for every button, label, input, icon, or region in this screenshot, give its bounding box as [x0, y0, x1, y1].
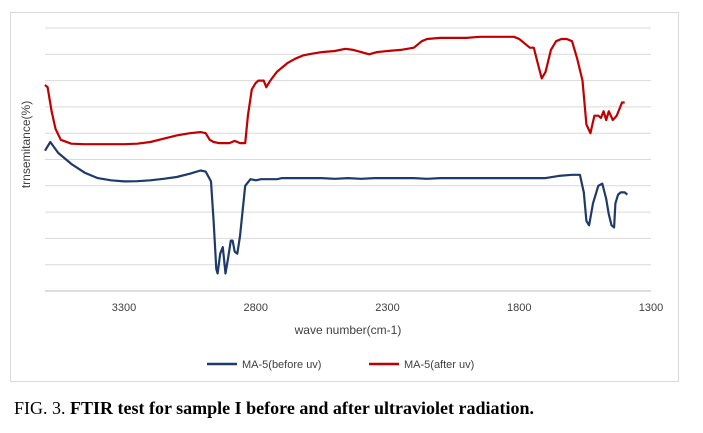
figure-caption: FIG. 3. FTIR test for sample I before an…: [14, 398, 534, 419]
series-line-before-uv: [44, 140, 629, 275]
legend-label-before-uv: MA-5(before uv): [242, 359, 321, 371]
legend-label-after-uv: MA-5(after uv): [404, 359, 474, 371]
series-lines: [44, 35, 629, 275]
x-tick-label: 3300: [112, 302, 136, 314]
y-axis-title: trnsemitance(%): [19, 101, 33, 188]
x-tick-label: 2800: [244, 302, 268, 314]
x-tick-label: 2300: [375, 302, 399, 314]
figure-caption-text: FTIR test for sample I before and after …: [70, 398, 534, 418]
x-axis-title: wave number(cm-1): [294, 323, 402, 337]
gridlines: [45, 27, 651, 266]
x-tick-label: 1300: [639, 302, 663, 314]
x-tick-labels: 3300 2800 2300 1800 1300: [112, 302, 663, 314]
series-line-after-uv: [44, 35, 625, 146]
legend: MA-5(before uv) MA-5(after uv): [207, 359, 474, 371]
figure-label: FIG. 3.: [14, 398, 66, 418]
chart-frame: 3300 2800 2300 1800 1300 wave number(cm-1) t…: [10, 12, 679, 382]
x-tick-label: 1800: [507, 302, 531, 314]
ftir-chart: 3300 2800 2300 1800 1300 wave number(cm-1) t…: [19, 27, 663, 371]
